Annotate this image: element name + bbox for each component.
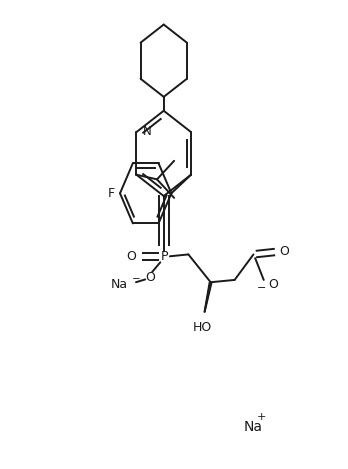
Text: O: O bbox=[279, 245, 289, 257]
Text: −: − bbox=[132, 274, 141, 284]
Text: Na: Na bbox=[243, 420, 262, 434]
Text: O: O bbox=[126, 250, 136, 263]
Text: P: P bbox=[161, 250, 168, 263]
Text: +: + bbox=[256, 412, 266, 422]
Text: O: O bbox=[268, 278, 278, 291]
Text: F: F bbox=[108, 187, 115, 200]
Text: Na: Na bbox=[110, 278, 127, 291]
Text: N: N bbox=[143, 125, 151, 138]
Text: −: − bbox=[257, 283, 267, 293]
Text: HO: HO bbox=[193, 321, 212, 334]
Text: O: O bbox=[145, 271, 155, 284]
